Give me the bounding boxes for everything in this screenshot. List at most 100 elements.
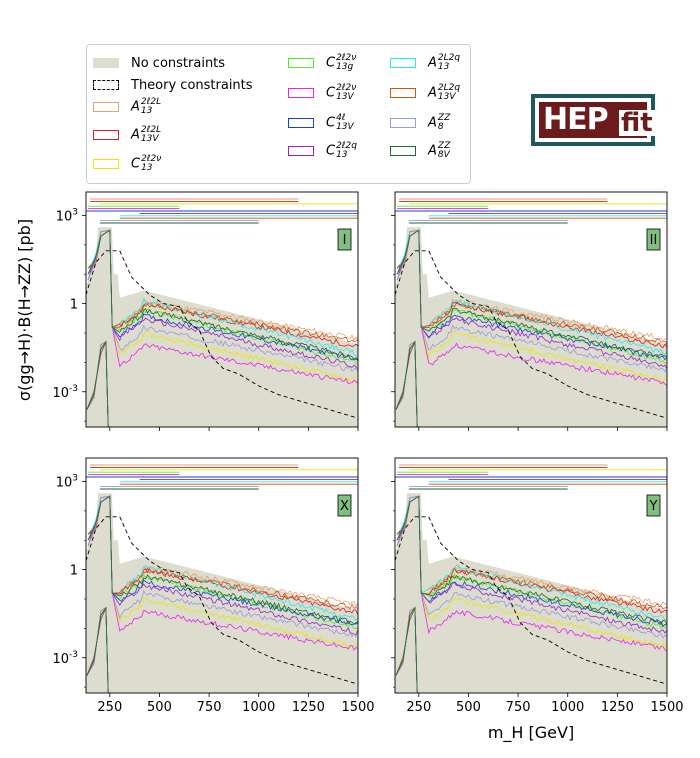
legend-label: C 2ℓ2ν 13 [131,155,161,173]
legend-label-sup: 2ℓ2ν [336,53,357,63]
legend-label: A ZZ 8V [428,142,450,160]
series-line [87,229,358,348]
legend-swatch [288,88,314,98]
series-line [87,495,358,622]
panel-label: Y [649,499,658,514]
x-axis-label: m_H [GeV] [488,723,574,743]
series-line [396,495,667,626]
y-tick-exp: 3 [72,474,78,484]
y-tick-exp: -3 [69,650,78,660]
legend-label-sup: 4ℓ [336,113,346,123]
logo-hep-text: HEP [543,102,609,137]
theory-constraints-line [86,516,358,685]
legend-swatch [288,118,314,128]
legend-swatch [93,80,119,90]
series-line [87,495,358,648]
legend-entry: No constraints [93,53,225,73]
y-tick-label: 10-3 [52,650,78,667]
x-tick-label: 500 [147,700,172,715]
series-line [87,229,358,343]
x-tick-label: 1500 [341,700,374,715]
legend-label-sub: 13 [141,163,153,173]
series-line [87,229,358,385]
series-line [396,229,667,358]
legend-label-base: A [428,85,437,101]
series-line [87,495,358,625]
legend-label: A 2L2q 13 [428,54,460,72]
series-line [396,495,667,610]
x-tick-label: 1250 [292,700,325,715]
legend-entry: A 2ℓ2L 13V [93,125,161,145]
y-tick-base: 10 [56,476,73,491]
legend-label-sup: ZZ [437,141,451,151]
no-constraints-band [86,493,358,693]
series-line [396,495,667,628]
legend-swatch [288,146,314,156]
legend-swatch [390,118,416,128]
series-line-low [86,606,109,693]
legend-swatch [93,58,119,68]
series-line [87,495,358,651]
legend-entry: A 2ℓ2L 13 [93,97,161,117]
legend-label-sup: 2L2q [437,53,461,63]
legend-label: A 2ℓ2L 13 [131,98,161,116]
legend-entry: A ZZ 8 [390,113,450,133]
panel-II: II [391,191,668,431]
series-line [396,495,667,652]
legend-swatch [93,102,119,112]
theory-constraints-line [86,250,358,419]
series-line-low [395,340,418,427]
legend-label: C 2ℓ2ν 13g [326,54,356,72]
x-tick-label: 1250 [601,700,634,715]
legend-label: A ZZ 8 [428,114,450,132]
x-tick-label: 500 [456,700,481,715]
legend-label: No constraints [131,56,225,71]
legend: No constraints Theory constraints A 2ℓ2L 13 A… [86,44,471,184]
legend-swatch [93,130,119,140]
series-line [396,229,667,373]
legend-label-sup: 2ℓ2ν [141,154,162,164]
y-tick-base: 10 [52,386,69,401]
series-line-low [86,340,109,427]
y-tick-label: 1 [70,298,78,313]
legend-label-base: A [131,99,140,115]
legend-label-sub: 8V [437,150,450,160]
series-line [396,495,667,650]
legend-entry: A 2L2q 13 [390,53,460,73]
panel-plot-area [86,198,358,427]
legend-label: A 2ℓ2L 13V [131,126,161,144]
legend-swatch [390,58,416,68]
panel-label: II [650,233,658,248]
panel-label-box [337,494,352,517]
x-tick-label: 1000 [242,700,275,715]
legend-label: A 2L2q 13V [428,84,460,102]
legend-swatch [390,88,416,98]
series-line [87,229,358,373]
legend-label-base: A [428,55,437,71]
panel-label-box [646,228,661,251]
legend-entry: C 2ℓ2ν 13 [93,154,161,174]
x-tick-label: 750 [506,700,531,715]
legend-label-sup: 2ℓ2q [336,141,357,151]
legend-label-sub: 13V [437,92,456,102]
series-line [396,229,667,356]
theory-constraints-line [395,250,667,419]
legend-label-sup: 2ℓ2L [140,97,162,107]
panel-Y: Y 250 500 750 1000 1250 1500 [391,457,684,715]
y-tick-label: 103 [56,474,78,491]
legend-label-base: C [326,55,336,71]
y-tick-exp: 3 [72,208,78,218]
series-line [396,495,667,607]
legend-label-sub: 13V [140,134,159,144]
legend-label-base: C [326,143,336,159]
x-tick-label: 250 [97,700,122,715]
no-constraints-band [86,227,358,427]
y-tick-base: 10 [52,652,69,667]
series-line [396,229,667,345]
panel-plot-area [395,198,667,427]
legend-label-sub: 13 [437,62,450,72]
theory-constraints-line [395,516,667,685]
legend-label-base: C [326,115,336,131]
